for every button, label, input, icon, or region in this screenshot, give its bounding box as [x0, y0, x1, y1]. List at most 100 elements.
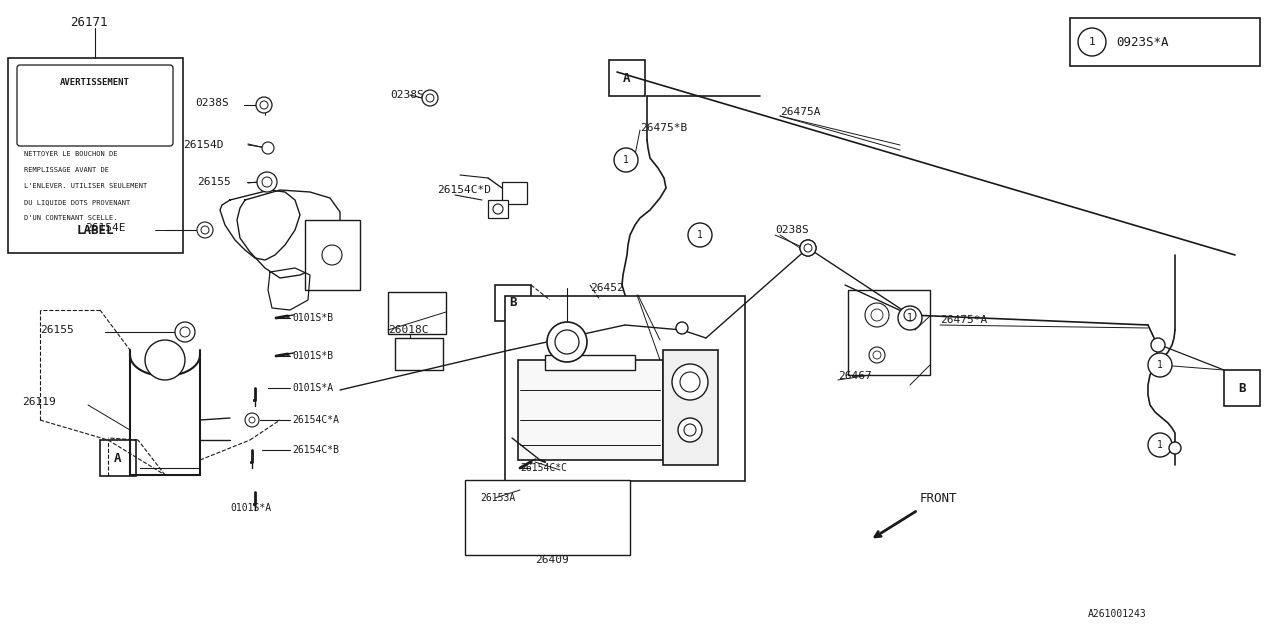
Bar [488, 200, 508, 218]
Circle shape [865, 303, 890, 327]
Text: B: B [1238, 381, 1245, 394]
Circle shape [678, 418, 701, 442]
Text: 26467: 26467 [838, 371, 872, 381]
Circle shape [257, 172, 276, 192]
Text: 26475*B: 26475*B [640, 123, 687, 133]
Bar [396, 338, 443, 370]
Circle shape [804, 244, 812, 252]
Text: A261001243: A261001243 [1088, 609, 1147, 619]
Circle shape [180, 327, 189, 337]
Text: 0238S: 0238S [195, 98, 229, 108]
Bar [518, 360, 663, 460]
Bar [465, 480, 630, 555]
Circle shape [804, 244, 812, 252]
Bar [609, 60, 645, 96]
Text: 26452: 26452 [590, 283, 623, 293]
Text: AVERTISSEMENT: AVERTISSEMENT [60, 78, 131, 87]
Circle shape [870, 309, 883, 321]
Circle shape [323, 245, 342, 265]
Text: 26119: 26119 [22, 397, 56, 407]
Text: A: A [623, 72, 631, 84]
Text: B: B [509, 296, 517, 310]
Circle shape [1151, 338, 1165, 352]
Text: NETTOYER LE BOUCHON DE: NETTOYER LE BOUCHON DE [24, 151, 118, 157]
Circle shape [680, 372, 700, 392]
Circle shape [256, 97, 273, 113]
Circle shape [800, 240, 817, 256]
Circle shape [1169, 442, 1181, 454]
Text: LABEL: LABEL [77, 225, 114, 237]
Text: 26154C*B: 26154C*B [292, 445, 339, 455]
Text: 26475A: 26475A [780, 107, 820, 117]
Text: 0238S: 0238S [390, 90, 424, 100]
Text: 26018C: 26018C [388, 325, 429, 335]
FancyBboxPatch shape [17, 65, 173, 146]
Circle shape [145, 340, 186, 380]
Text: 26154C*A: 26154C*A [292, 415, 339, 425]
Circle shape [426, 94, 434, 102]
Circle shape [250, 417, 255, 423]
Circle shape [175, 322, 195, 342]
Text: A: A [114, 451, 122, 465]
Circle shape [873, 351, 881, 359]
Text: 26475*A: 26475*A [940, 315, 987, 325]
Text: 26171: 26171 [70, 15, 108, 29]
Circle shape [1148, 433, 1172, 457]
Circle shape [899, 306, 922, 330]
Circle shape [422, 90, 438, 106]
Bar [545, 355, 635, 370]
Text: 26154C*D: 26154C*D [436, 185, 492, 195]
Circle shape [800, 240, 817, 256]
Text: 1: 1 [698, 230, 703, 240]
Text: REMPLISSAGE AVANT DE: REMPLISSAGE AVANT DE [24, 167, 109, 173]
Circle shape [547, 322, 588, 362]
Text: 26154D: 26154D [183, 140, 224, 150]
Text: 1: 1 [908, 313, 913, 323]
Text: 0101S*B: 0101S*B [292, 351, 333, 361]
Circle shape [904, 309, 916, 321]
Circle shape [684, 424, 696, 436]
Circle shape [260, 101, 268, 109]
Text: 26154E: 26154E [84, 223, 125, 233]
Circle shape [869, 347, 884, 363]
Text: 26153A: 26153A [480, 493, 516, 503]
Circle shape [197, 222, 212, 238]
Text: 26155: 26155 [197, 177, 230, 187]
Text: 1: 1 [1088, 37, 1096, 47]
Text: 0101S*A: 0101S*A [292, 383, 333, 393]
Text: 1: 1 [1157, 360, 1164, 370]
Text: DU LIQUIDE DOTS PROVENANT: DU LIQUIDE DOTS PROVENANT [24, 199, 131, 205]
Bar [100, 440, 136, 476]
Text: 0101S*B: 0101S*B [292, 313, 333, 323]
Circle shape [614, 148, 637, 172]
Text: 0101S*A: 0101S*A [230, 503, 271, 513]
Circle shape [1148, 353, 1172, 377]
Circle shape [672, 364, 708, 400]
Text: 26154C*C: 26154C*C [520, 463, 567, 473]
Text: D'UN CONTENANT SCELLE.: D'UN CONTENANT SCELLE. [24, 215, 118, 221]
Bar [849, 290, 931, 375]
Text: L'ENLEVER. UTILISER SEULEMENT: L'ENLEVER. UTILISER SEULEMENT [24, 183, 147, 189]
Text: 1: 1 [623, 155, 628, 165]
Circle shape [556, 330, 579, 354]
Bar [305, 220, 360, 290]
Circle shape [262, 177, 273, 187]
Text: 26409: 26409 [535, 555, 568, 565]
Circle shape [244, 413, 259, 427]
Bar [502, 182, 527, 204]
Bar [506, 296, 745, 481]
Text: 0923S*A: 0923S*A [1116, 35, 1169, 49]
Circle shape [493, 204, 503, 214]
Bar [1224, 370, 1260, 406]
Circle shape [689, 223, 712, 247]
Bar [1070, 18, 1260, 66]
Circle shape [262, 142, 274, 154]
Bar [388, 292, 445, 334]
Circle shape [1078, 28, 1106, 56]
Bar [663, 350, 718, 465]
Circle shape [676, 322, 689, 334]
Circle shape [201, 226, 209, 234]
Text: 1: 1 [1157, 440, 1164, 450]
Bar [8, 58, 183, 253]
Text: FRONT: FRONT [920, 492, 957, 505]
